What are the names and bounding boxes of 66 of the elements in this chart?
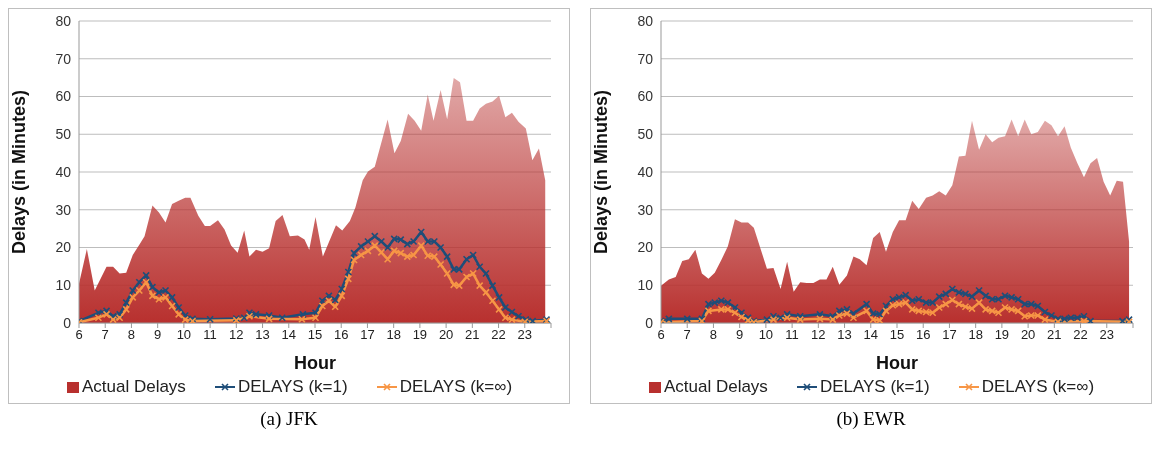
x-tick-label: 22 [1073, 327, 1088, 343]
x-tick-label: 8 [127, 327, 136, 343]
x-tick-label: 11 [785, 327, 799, 343]
y-tick-label: 50 [637, 126, 654, 143]
x-tick-label: 22 [491, 327, 506, 343]
legend-label: DELAYS (k=∞) [399, 377, 513, 397]
text: (b) EWR [836, 408, 906, 430]
y-tick-label: 40 [637, 163, 654, 180]
legend-label: DELAYS (k=1) [237, 377, 348, 397]
x-tick-label: 16 [333, 327, 349, 343]
x-axis-title: Hour [294, 353, 336, 373]
x-tick-label: 17 [360, 327, 375, 343]
x-tick-label: 8 [709, 327, 718, 343]
y-axis-title: Delays (in Minutes) [9, 89, 30, 255]
y-tick-label: 30 [55, 201, 72, 218]
x-tick-label: 14 [281, 327, 297, 343]
y-tick-label: 50 [55, 126, 72, 143]
x-tick-label: 16 [915, 327, 931, 343]
x-tick-label: 19 [412, 327, 428, 343]
text: (a) JFK [260, 408, 318, 430]
x-tick-label: 9 [154, 327, 162, 343]
y-tick-label: 0 [63, 314, 72, 331]
x-tick-label: 10 [758, 327, 774, 343]
y-tick-label: 80 [637, 12, 654, 29]
legend-label: DELAYS (k=1) [819, 377, 930, 397]
x-tick-label: 23 [1099, 327, 1115, 343]
y-tick-label: 20 [55, 239, 72, 256]
x-tick-label: 15 [307, 327, 323, 343]
y-tick-label: 10 [55, 277, 72, 294]
x-tick-label: 7 [101, 327, 109, 343]
x-tick-label: 18 [968, 327, 983, 343]
x-tick-label: 21 [1047, 327, 1062, 343]
x-tick-label: 18 [386, 327, 401, 343]
y-tick-label: 40 [55, 163, 72, 180]
x-tick-label: 20 [438, 327, 454, 343]
x-tick-label: 20 [1020, 327, 1036, 343]
x-tick-label: 6 [75, 327, 83, 343]
x-tick-label: 15 [889, 327, 905, 343]
x-tick-label: 11 [203, 327, 217, 343]
x-tick-label: 21 [465, 327, 480, 343]
x-axis-title: Hour [876, 353, 918, 373]
x-tick-label: 13 [255, 327, 270, 343]
y-tick-label: 60 [55, 88, 72, 105]
legend-label: Actual Delays [81, 377, 186, 397]
x-tick-label: 13 [837, 327, 852, 343]
y-tick-label: 70 [637, 50, 654, 67]
x-tick-label: 12 [229, 327, 244, 343]
x-tick-label: 7 [683, 327, 691, 343]
y-tick-label: 30 [637, 201, 654, 218]
x-tick-label: 14 [863, 327, 879, 343]
y-tick-label: 60 [637, 88, 654, 105]
x-tick-label: 6 [657, 327, 665, 343]
x-tick-label: 9 [736, 327, 744, 343]
x-tick-label: 10 [176, 327, 192, 343]
y-tick-label: 80 [55, 12, 72, 29]
x-tick-label: 23 [517, 327, 533, 343]
legend-label: DELAYS (k=∞) [981, 377, 1095, 397]
x-tick-label: 19 [994, 327, 1010, 343]
x-tick-label: 12 [811, 327, 826, 343]
y-axis-title: Delays (in Minutes) [591, 89, 612, 255]
x-tick-label: 17 [942, 327, 957, 343]
y-tick-label: 20 [637, 239, 654, 256]
y-tick-label: 10 [637, 277, 654, 294]
legend-label: Actual Delays [663, 377, 768, 397]
y-tick-label: 0 [645, 314, 654, 331]
y-tick-label: 70 [55, 50, 72, 67]
